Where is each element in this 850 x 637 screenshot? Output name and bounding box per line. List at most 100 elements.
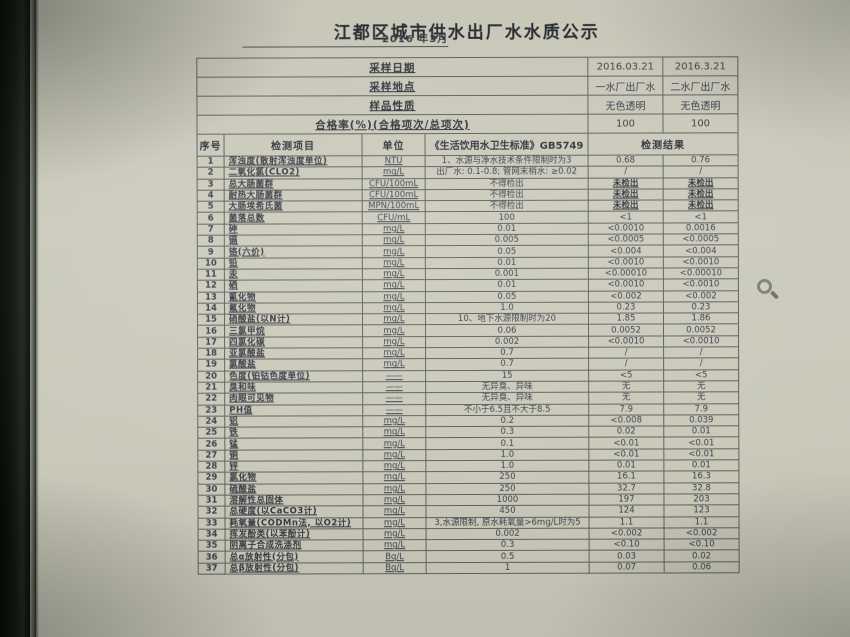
cell-result1: <1 <box>588 211 664 223</box>
cell-no: 3 <box>197 178 225 191</box>
cell-item: 二氧化氯(CLO2) <box>224 167 363 179</box>
cell-result1: 0.23 <box>588 301 664 314</box>
cell-standard: 0.2 <box>425 415 589 427</box>
cell-unit: mg/L <box>362 234 426 247</box>
meta-value-plant1: 100 <box>587 113 664 134</box>
cell-result2: 1.86 <box>663 312 739 325</box>
meta-row-sample-nature: 样品性质 无色透明 无色透明 <box>196 94 738 116</box>
magnifier-handle <box>769 290 780 300</box>
cell-result2: 未检出 <box>663 177 739 189</box>
meta-value-plant2: 100 <box>662 113 739 133</box>
cell-result2: <0.01 <box>663 448 739 461</box>
cell-result1: 0.03 <box>589 550 665 562</box>
cell-result2: 0.01 <box>663 459 739 472</box>
cell-result2: <0.002 <box>663 290 739 302</box>
cell-item: 菌落总数 <box>224 212 363 224</box>
cell-unit: mg/L <box>362 268 426 281</box>
cell-result1: / <box>588 347 664 359</box>
cell-result1: 无 <box>588 380 664 393</box>
cell-item: 镉 <box>224 234 363 247</box>
cell-result2: 无 <box>663 380 739 393</box>
cell-unit: mg/L <box>362 471 426 484</box>
cell-standard: 15 <box>425 369 589 382</box>
cell-unit: CFU/100mL <box>362 189 426 201</box>
cell-unit: mg/L <box>362 245 426 258</box>
column-header-item: 检测项目 <box>224 133 363 157</box>
cell-result2: 0.23 <box>663 301 739 314</box>
cell-no: 24 <box>197 415 225 428</box>
cell-no: 10 <box>197 257 225 270</box>
cell-no: 29 <box>197 472 225 484</box>
cell-standard: 不得检出 <box>425 177 589 190</box>
cell-standard: 0.1 <box>425 437 589 450</box>
cell-no: 19 <box>197 359 225 371</box>
cell-result1: 32.7 <box>588 482 664 495</box>
cell-item: 硒 <box>224 280 363 292</box>
cell-unit: mg/L <box>362 166 426 179</box>
cell-unit: mg/L <box>363 528 427 540</box>
cell-item: 色度(铂钴色度单位) <box>224 370 363 383</box>
cell-unit: mg/L <box>362 460 426 473</box>
cell-result2: <0.00010 <box>663 267 739 280</box>
cell-result1: <0.0010 <box>588 335 664 348</box>
cell-no: 4 <box>197 190 225 202</box>
cell-unit: mg/L <box>362 438 426 450</box>
cell-no: 35 <box>198 540 226 552</box>
cell-result2: 0.0016 <box>663 222 739 235</box>
cell-item: 大肠埃希氏菌 <box>224 200 363 213</box>
cell-no: 30 <box>197 483 225 496</box>
cell-no: 15 <box>197 314 225 326</box>
cell-item: 四氯化碳 <box>224 336 363 349</box>
cell-no: 25 <box>197 427 225 439</box>
cell-result2: 0.0052 <box>663 324 739 336</box>
monitor-bezel-seam <box>36 0 39 637</box>
cell-result2: 1.1 <box>664 516 740 528</box>
meta-value-plant1: 2016.03.21 <box>587 56 663 77</box>
cell-standard: 450 <box>425 505 590 518</box>
cell-no: 21 <box>197 382 225 394</box>
cell-unit: mg/L <box>362 302 426 314</box>
cell-result2: <5 <box>663 369 739 381</box>
cell-item: 耐热大肠菌群 <box>224 189 363 202</box>
cell-unit: mg/L <box>362 505 427 518</box>
column-header-standard: 《生活饮用水卫生标准》GB5749 <box>425 133 589 156</box>
magnifier-lens <box>757 279 772 294</box>
meta-label: 采样地点 <box>196 76 588 97</box>
cell-unit: Bq/L <box>363 550 427 563</box>
cell-item: 锌 <box>224 460 363 473</box>
cell-item: 铅 <box>224 257 363 270</box>
cell-no: 2 <box>197 167 225 179</box>
cell-result2: <0.0010 <box>663 279 739 291</box>
cell-unit: mg/L <box>362 336 426 348</box>
cell-result2: 0.039 <box>663 414 739 427</box>
meta-value-plant2: 2016.3.21 <box>662 56 738 76</box>
cell-unit: mg/L <box>362 325 426 337</box>
cell-unit: mg/L <box>363 539 427 552</box>
cell-standard: 0.002 <box>426 527 590 540</box>
cell-item: 氰化物 <box>224 291 363 303</box>
cell-no: 7 <box>197 223 225 236</box>
cell-result2: / <box>663 358 739 370</box>
cell-item: 臭和味 <box>224 381 363 394</box>
cell-result1: 无 <box>588 392 664 404</box>
cell-item: 阴离子合成洗涤剂 <box>225 539 364 552</box>
cell-result2: <0.01 <box>663 437 739 449</box>
cell-no: 12 <box>197 280 225 292</box>
meta-value-plant1: 一水厂出厂水 <box>587 75 663 96</box>
column-header-unit: 单位 <box>362 133 426 156</box>
cell-item: 砷 <box>224 223 363 236</box>
cell-unit: mg/L <box>362 279 426 292</box>
cell-unit: mg/L <box>362 347 426 360</box>
cell-standard: 不得检出 <box>425 200 589 213</box>
cell-result2: <0.0010 <box>663 256 739 268</box>
magnifier-icon[interactable] <box>757 279 781 307</box>
cell-unit: mg/L <box>362 449 426 461</box>
cell-standard: 0.005 <box>425 234 589 246</box>
cell-result2: 203 <box>663 493 739 506</box>
cell-no: 36 <box>198 551 226 563</box>
cell-no: 22 <box>197 393 225 405</box>
monitor-bezel-edge <box>30 0 36 637</box>
cell-result2: / <box>663 346 739 359</box>
cell-standard: 0.5 <box>426 550 590 563</box>
cell-standard: 1、水源与净水技术条件限制时为3 <box>425 155 589 167</box>
